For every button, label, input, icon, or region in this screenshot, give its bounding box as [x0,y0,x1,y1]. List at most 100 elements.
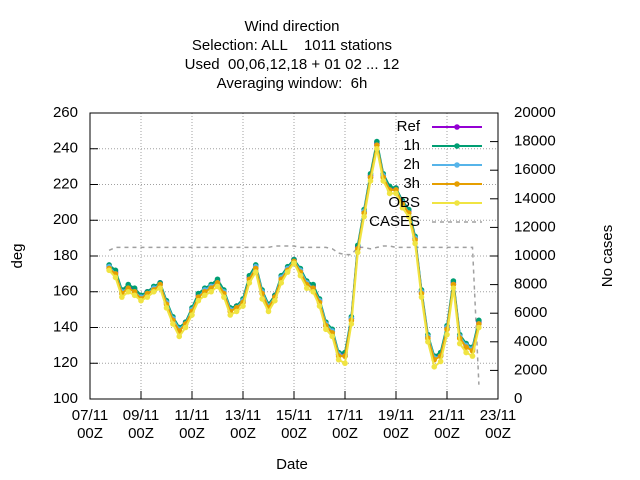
y2-tick-label: 2000 [514,361,547,378]
y-tick-label: 180 [53,247,78,264]
data-point [157,285,163,291]
chart-subtitle: Averaging window: 6h [217,75,368,92]
data-point [259,296,265,302]
data-point [246,280,253,286]
data-point [456,340,463,347]
y2-tick-label: 20000 [514,104,556,121]
data-point [125,288,132,295]
y2-axis-label: No cases [599,225,616,288]
x-tick-label: 07/11 00Z [71,407,109,442]
data-point [278,280,285,286]
y-tick-label: 240 [53,140,78,157]
y2-tick-label: 4000 [514,333,547,350]
legend-marker [454,181,460,187]
data-point [431,364,438,370]
data-point [469,353,476,359]
x-tick-label: 11/11 00Z [174,407,210,442]
data-point [425,339,431,345]
data-point [227,312,234,318]
legend-label: 3h [403,175,420,192]
legend-label: OBS [388,194,420,211]
x-tick-label: 21/11 00Z [428,407,466,442]
data-point [310,288,316,295]
legend-marker [454,143,460,149]
data-point [393,190,399,197]
data-point [265,308,272,315]
data-point [189,312,195,318]
data-point [284,269,291,275]
y2-tick-label: 18000 [514,133,556,150]
legend-label: 2h [403,156,420,173]
data-point [380,178,387,184]
x-tick-label: 13/11 00Z [224,407,262,442]
y-tick-label: 140 [53,318,78,335]
y2-tick-label: 6000 [514,304,547,321]
legend-marker [454,124,460,130]
y2-tick-label: 0 [514,390,522,407]
data-point [144,294,151,300]
data-point [405,213,412,220]
data-point [303,285,310,291]
x-tick-label: 15/11 00Z [275,407,313,442]
x-tick-label: 17/11 00Z [326,407,364,442]
data-point [361,213,367,220]
data-point [412,240,418,247]
legend-label: Ref [397,118,421,135]
x-tick-label: 09/11 00Z [122,407,160,442]
y-axis-label: deg [9,243,26,268]
data-point [323,326,329,333]
legend-marker [454,200,460,206]
data-point [138,297,144,304]
data-point [329,333,336,340]
data-point [106,267,112,274]
chart-subtitle: Selection: ALL 1011 stations [192,37,392,54]
y2-tick-label: 16000 [514,161,556,178]
data-point [342,360,348,367]
legend-label: 1h [403,137,420,154]
data-point [348,321,355,327]
data-point [214,283,221,290]
data-point [367,178,374,184]
data-point [112,274,119,281]
data-point [476,324,482,331]
data-point [272,297,278,304]
x-axis-label: Date [276,456,308,473]
data-point [208,288,214,295]
legend-label: CASES [369,213,420,230]
y-tick-label: 200 [53,211,78,228]
data-point [131,292,138,299]
data-point [335,356,342,363]
y2-tick-label: 12000 [514,218,556,235]
data-point [233,308,240,315]
data-point [297,272,304,279]
data-point [182,324,189,331]
data-point [450,285,457,291]
data-point [176,333,183,340]
plot-border [89,112,499,400]
data-point [437,358,444,365]
chart-title: Wind direction [244,18,339,35]
data-point [150,288,157,295]
x-tick-label: 19/11 00Z [377,407,415,442]
data-point [291,260,297,266]
y2-tick-label: 8000 [514,276,547,293]
chart-subtitle: Used 00,06,12,18 + 01 02 ... 12 [185,56,400,73]
data-point [463,349,469,356]
data-point [418,294,425,300]
data-point [444,331,450,338]
data-point [316,303,323,309]
data-point [252,269,259,275]
data-point [354,249,361,256]
y-tick-label: 220 [53,175,78,192]
data-point [399,204,406,211]
data-point [240,303,246,309]
y-tick-label: 260 [53,104,78,121]
data-point [170,321,176,327]
data-point [374,145,380,152]
data-point [201,292,208,299]
series-line [108,143,480,360]
legend-marker [454,162,460,168]
y2-tick-label: 10000 [514,247,556,264]
